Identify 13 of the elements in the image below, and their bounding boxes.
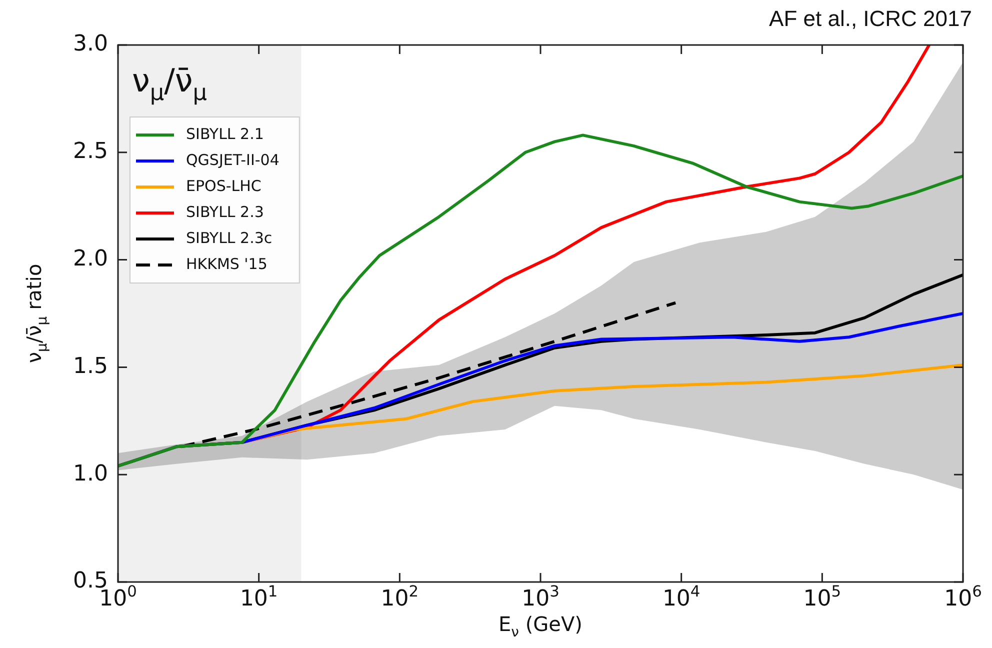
- y-tick-label: 2.0: [73, 246, 108, 272]
- y-tick-label: 1.5: [73, 354, 108, 379]
- y-tick-label: 3.0: [73, 32, 108, 57]
- legend-label: SIBYLL 2.3: [186, 202, 264, 221]
- legend-label: SIBYLL 2.3c: [186, 228, 272, 247]
- legend-label: SIBYLL 2.1: [186, 124, 264, 143]
- legend-label: HKKMS '15: [186, 254, 268, 273]
- legend-label: QGSJET-II-04: [186, 150, 280, 169]
- text: AF et al., ICRC 2017: [769, 6, 972, 32]
- y-tick-label: 1.0: [73, 461, 108, 486]
- legend-label: EPOS-LHC: [186, 176, 262, 195]
- y-axis-title: νμ/ν̄μ ratio: [22, 264, 51, 364]
- y-tick-label: 2.5: [73, 139, 108, 164]
